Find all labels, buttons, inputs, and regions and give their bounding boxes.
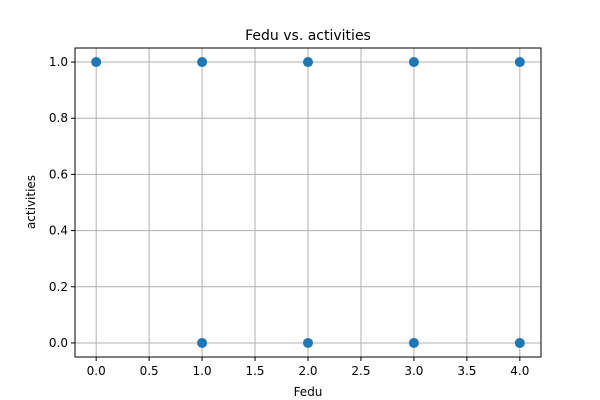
y-tick-label: 0.8 [49,111,68,125]
scatter-point [197,337,208,348]
x-tick-label: 0.5 [140,364,159,378]
scatter-point [303,337,313,348]
x-tick-label: 3.5 [457,364,476,378]
y-tick-label: 0.0 [49,336,68,350]
x-axis-label: Fedu [294,385,323,399]
x-tick-label: 1.5 [245,364,264,378]
chart-title: Fedu vs. activities [245,28,371,44]
scatter-point [303,57,313,68]
x-tick-label: 2.0 [298,364,317,378]
scatter-point [91,57,102,68]
y-tick-label: 1.0 [49,55,68,69]
scatter-point [197,57,208,68]
ticks-layer: 0.0 0.5 1.0 1.5 2.0 2.5 3.0 3.5 4.0 0.0 0.2 0.4 0.6 0… [49,55,529,378]
y-tick-label: 0.4 [49,224,68,238]
grid-layer [75,48,541,357]
x-tick-label: 3.0 [404,364,423,378]
scatter-point [514,337,525,348]
points-layer [91,57,525,348]
x-tick-label: 2.5 [351,364,370,378]
scatter-point [514,57,525,68]
x-tick-label: 1.0 [193,364,212,378]
scatter-point [408,337,419,348]
y-tick-label: 0.6 [49,167,68,181]
scatter-point [408,57,419,68]
x-tick-label: 4.0 [510,364,529,378]
y-tick-label: 0.2 [49,280,68,294]
x-tick-label: 0.0 [87,364,106,378]
y-axis-label: activities [24,175,38,229]
